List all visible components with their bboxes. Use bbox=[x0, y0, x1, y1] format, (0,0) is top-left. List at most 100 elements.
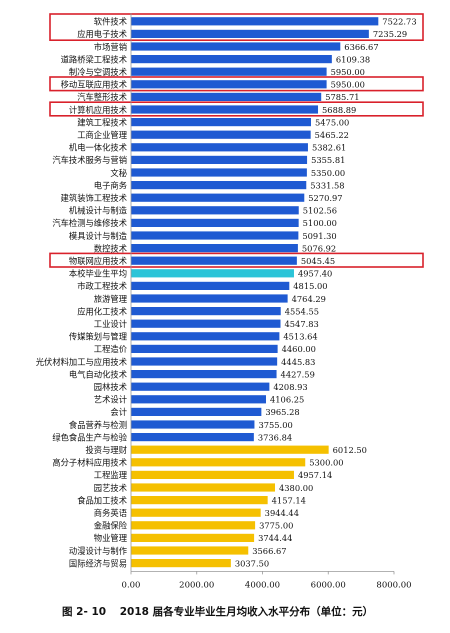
bar bbox=[131, 546, 249, 555]
value-label: 4445.83 bbox=[281, 357, 315, 367]
bar bbox=[131, 281, 290, 290]
bar bbox=[131, 105, 319, 114]
bar bbox=[131, 319, 281, 328]
category-label: 道路桥梁工程技术 bbox=[61, 54, 127, 64]
highlight-box bbox=[49, 76, 424, 92]
bar bbox=[131, 559, 231, 568]
value-label: 4764.29 bbox=[292, 294, 326, 304]
category-label: 软件技术 bbox=[94, 17, 127, 27]
category-label: 工程监理 bbox=[94, 470, 128, 480]
value-label: 4554.55 bbox=[285, 306, 319, 316]
bar bbox=[131, 29, 369, 38]
bar bbox=[131, 143, 308, 152]
value-label: 4815.00 bbox=[293, 281, 327, 291]
value-label: 5270.97 bbox=[308, 193, 342, 203]
value-label: 5950.00 bbox=[331, 67, 365, 77]
bar bbox=[131, 294, 288, 303]
value-label: 3744.44 bbox=[258, 533, 292, 543]
category-label: 动漫设计与制作 bbox=[69, 546, 127, 556]
value-label: 3755.00 bbox=[258, 420, 292, 430]
category-label: 市场营销 bbox=[94, 42, 127, 52]
value-label: 5100.00 bbox=[303, 218, 337, 228]
category-label: 高分子材料应用技术 bbox=[52, 458, 127, 468]
category-label: 光伏材料加工与应用技术 bbox=[36, 357, 127, 367]
category-label: 物联网应用技术 bbox=[69, 256, 127, 266]
bar bbox=[131, 357, 278, 366]
bar bbox=[131, 206, 299, 215]
bar bbox=[131, 244, 298, 253]
bar bbox=[131, 521, 256, 530]
category-label: 模具设计与制造 bbox=[69, 231, 128, 241]
category-label: 汽车技术服务与营销 bbox=[52, 155, 127, 165]
value-label: 5350.00 bbox=[311, 168, 345, 178]
x-tick-label: 4000.00 bbox=[245, 580, 280, 590]
value-label: 6109.38 bbox=[336, 54, 370, 64]
category-label: 金融保险 bbox=[94, 521, 128, 531]
highlight-box bbox=[49, 101, 424, 117]
category-label: 计算机应用技术 bbox=[69, 105, 127, 115]
value-label: 4208.93 bbox=[273, 382, 307, 392]
value-label: 4513.64 bbox=[283, 332, 317, 342]
figure-number: 图 2- 10 bbox=[62, 606, 107, 618]
category-label: 投资与理财 bbox=[86, 445, 128, 455]
bar bbox=[131, 118, 311, 127]
bar bbox=[131, 55, 332, 64]
category-label: 电子商务 bbox=[94, 180, 127, 190]
category-label: 汽车检测与维修技术 bbox=[52, 218, 127, 228]
category-label: 工商企业管理 bbox=[77, 130, 127, 140]
bar bbox=[131, 256, 297, 265]
category-label: 市政工程技术 bbox=[77, 281, 127, 291]
category-label: 汽车整形技术 bbox=[77, 92, 127, 102]
category-label: 艺术设计 bbox=[94, 395, 127, 405]
bar bbox=[131, 458, 306, 467]
bar bbox=[131, 231, 299, 240]
bar bbox=[131, 269, 294, 278]
value-label: 5950.00 bbox=[331, 80, 365, 90]
bar bbox=[131, 67, 327, 76]
value-label: 5382.61 bbox=[312, 143, 346, 153]
value-label: 4957.14 bbox=[298, 470, 332, 480]
value-label: 3736.84 bbox=[258, 432, 292, 442]
value-label: 5102.56 bbox=[303, 206, 337, 216]
category-labels-layer: 软件技术应用电子技术市场营销道路桥梁工程技术制冷与空调技术移动互联应用技术汽车整… bbox=[36, 17, 128, 569]
value-label: 5355.81 bbox=[311, 155, 345, 165]
category-label: 商务英语 bbox=[94, 508, 127, 518]
bar bbox=[131, 407, 262, 416]
category-label: 制冷与空调技术 bbox=[69, 67, 127, 77]
highlight-box bbox=[49, 13, 424, 42]
x-tick-label: 8000.00 bbox=[376, 580, 411, 590]
bar bbox=[131, 433, 254, 442]
x-tick-label: 6000.00 bbox=[311, 580, 346, 590]
bar bbox=[131, 181, 307, 190]
category-label: 建筑装饰工程技术 bbox=[61, 193, 127, 203]
value-label: 5688.89 bbox=[322, 105, 356, 115]
category-label: 会计 bbox=[110, 407, 127, 417]
category-label: 园林技术 bbox=[94, 382, 127, 392]
value-label: 3037.50 bbox=[235, 558, 269, 568]
value-label: 4106.25 bbox=[270, 395, 304, 405]
category-label: 物业管理 bbox=[94, 533, 128, 543]
highlight-box bbox=[49, 252, 424, 268]
bar bbox=[131, 420, 255, 429]
value-label: 4157.14 bbox=[272, 495, 306, 505]
category-label: 移动互联应用技术 bbox=[61, 80, 127, 90]
bar bbox=[131, 130, 311, 139]
bar bbox=[131, 42, 341, 51]
x-axis: 0.00 2000.00 4000.00 6000.00 8000.00 bbox=[122, 13, 412, 590]
category-label: 食品加工技术 bbox=[77, 495, 127, 505]
value-label: 4547.83 bbox=[285, 319, 319, 329]
bar bbox=[131, 80, 327, 89]
value-label: 7235.29 bbox=[373, 29, 407, 39]
category-label: 工业设计 bbox=[94, 319, 127, 329]
category-label: 工程造价 bbox=[94, 344, 128, 354]
value-label: 4427.59 bbox=[281, 369, 315, 379]
value-label: 6012.50 bbox=[333, 445, 367, 455]
figure-caption: 图 2- 10 2018 届各专业毕业生月均收入水平分布（单位：元） bbox=[0, 604, 450, 619]
value-label: 5331.58 bbox=[310, 180, 344, 190]
category-label: 应用电子技术 bbox=[77, 29, 127, 39]
bar bbox=[131, 395, 266, 404]
bar bbox=[131, 533, 255, 542]
value-labels-layer: 7522.73 7235.29 6366.67 6109.38 5950.00 5950.… bbox=[235, 17, 417, 569]
bar bbox=[131, 344, 278, 353]
bar bbox=[131, 168, 307, 177]
